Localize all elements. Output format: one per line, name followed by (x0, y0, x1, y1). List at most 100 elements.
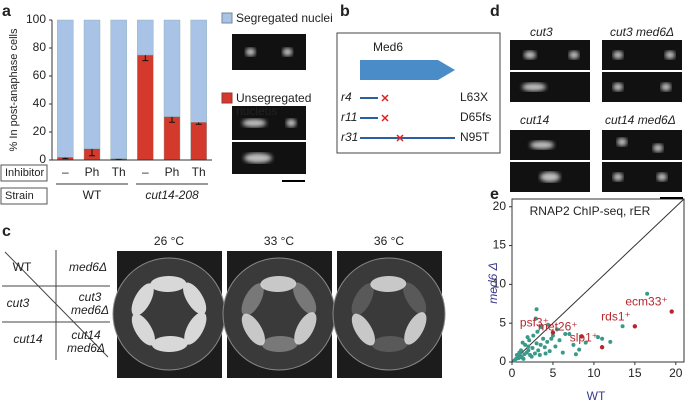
nucleus-signal (524, 51, 536, 59)
point-label: slp1⁺ (570, 330, 598, 344)
nucleus-signal (657, 173, 667, 181)
plot-frame (511, 198, 685, 363)
mutation-mark (381, 114, 389, 122)
mutation-mark (381, 94, 389, 102)
point (530, 346, 535, 351)
y-tick-label: 80 (33, 40, 47, 54)
legend-swatch (221, 92, 233, 104)
x-tick-label: Th (112, 165, 126, 179)
x-tick-label: 0 (509, 366, 516, 380)
micrograph-label: cut3 med6Δ (610, 25, 674, 39)
point (526, 344, 531, 349)
y-axis-label: med6 Δ (486, 262, 500, 303)
nucleus-signal (540, 172, 560, 182)
point (538, 342, 543, 347)
micrograph-label: cut14 med6Δ (605, 113, 676, 127)
point (573, 352, 578, 357)
point-label: rds1⁺ (601, 309, 631, 323)
y-tick-label: 60 (33, 68, 47, 82)
panel-label: d (490, 3, 500, 20)
colony-streak (241, 313, 265, 346)
point (550, 333, 555, 338)
x-tick-label: – (62, 165, 69, 179)
nucleus-signal (617, 138, 627, 146)
row-label-box (0, 187, 48, 205)
mutation: D65fs (460, 110, 491, 124)
point (549, 336, 554, 341)
colony-streak (151, 335, 188, 353)
nucleus-signal (243, 153, 272, 163)
x-tick-label: Th (192, 165, 206, 179)
bar-segment (137, 54, 154, 161)
point (539, 325, 544, 330)
point-label: ecm33⁺ (625, 295, 667, 309)
point (527, 338, 532, 343)
colony-streak (183, 282, 207, 315)
point (583, 340, 588, 345)
nucleus-signal (522, 83, 546, 91)
x-tick-label: 15 (628, 366, 642, 380)
point (596, 335, 600, 340)
y-tick-label: 10 (493, 277, 507, 291)
highlight-point (579, 334, 584, 339)
panel-label: b (340, 3, 350, 20)
bar-segment (163, 19, 181, 117)
point-label: met26⁺ (538, 320, 578, 334)
nucleus-signal (282, 48, 293, 56)
row-label: Inhibitor (5, 167, 44, 179)
allele-name: r31 (341, 130, 358, 144)
point (547, 349, 552, 354)
allele-name: r4 (341, 90, 352, 104)
group-label: cut14-208 (145, 188, 199, 202)
nucleus-signal (242, 119, 267, 127)
y-axis-label: % In post-anaphase cells (8, 28, 20, 151)
temperature: 26 °C (154, 234, 184, 248)
point (531, 333, 536, 338)
point (563, 332, 568, 337)
colony-streak (404, 312, 427, 345)
diagonal (511, 198, 685, 363)
colony-streak (261, 335, 298, 353)
y-tick-label: 20 (33, 124, 47, 138)
panel-label: c (2, 223, 11, 240)
colony-streak (351, 283, 374, 316)
colony-streak (241, 283, 264, 316)
point (577, 347, 582, 352)
temperature: 36 °C (374, 234, 404, 248)
point (553, 344, 558, 349)
strain-label: med6Δ (69, 260, 107, 274)
legend-label: Unsegregated nucleus (236, 91, 312, 118)
row-label: Strain (5, 190, 34, 202)
point (534, 307, 539, 312)
nucleus-signal (245, 48, 256, 56)
bar-segment (57, 19, 74, 158)
plate (332, 257, 446, 371)
group-label: WT (83, 188, 102, 202)
point (525, 335, 530, 340)
point (555, 327, 560, 332)
y-tick-label: 40 (33, 96, 47, 110)
strain-label: WT (13, 260, 32, 274)
x-tick-label: Ph (165, 165, 180, 179)
protein-arrow (360, 60, 455, 80)
colony-streak (351, 313, 375, 346)
point (532, 351, 537, 356)
point (543, 351, 548, 356)
plate (112, 257, 226, 371)
strain-label: cut14 (13, 332, 43, 346)
x-tick-label: Ph (85, 165, 100, 179)
colony-streak (293, 282, 317, 315)
bar-segment (137, 19, 154, 56)
point (645, 291, 650, 296)
panel-label: a (2, 3, 11, 20)
point (533, 316, 538, 321)
mutation: L63X (460, 90, 488, 104)
point (571, 342, 576, 347)
point (541, 336, 546, 341)
nucleus-signal (613, 83, 623, 91)
point (521, 356, 526, 361)
row-label-box (0, 164, 48, 182)
point (542, 345, 547, 350)
point (535, 329, 540, 334)
